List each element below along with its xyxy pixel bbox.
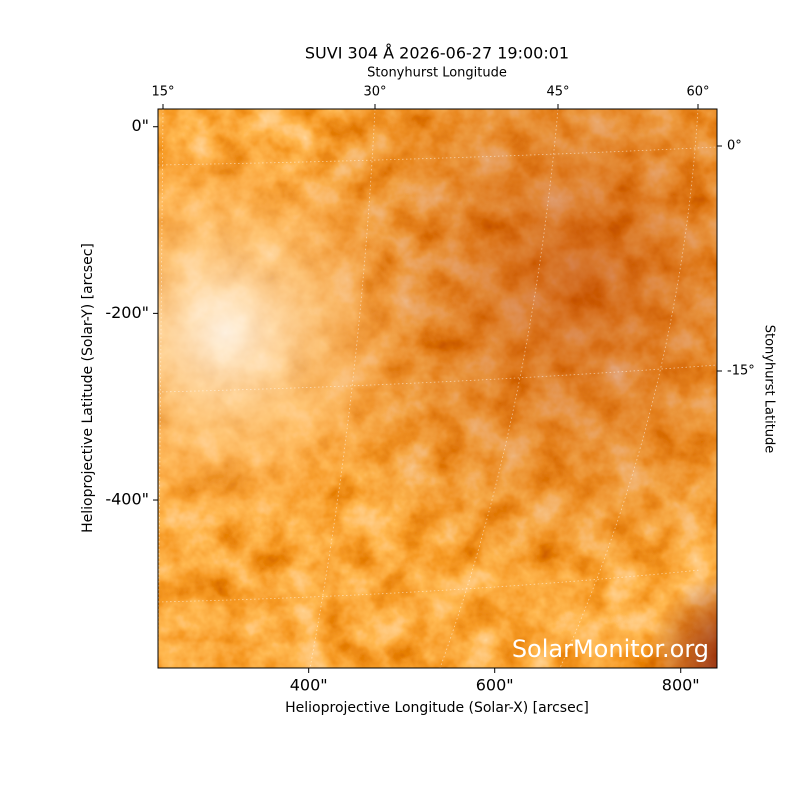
top-tick-label: 30° — [363, 85, 386, 100]
y-tick-label: -400" — [105, 490, 149, 509]
solar-image — [158, 109, 717, 668]
y-tick-label: 0" — [131, 116, 149, 135]
x-tick-label: 600" — [476, 676, 514, 695]
top-tick-label: 45° — [546, 85, 569, 100]
top-axis-label: Stonyhurst Longitude — [367, 66, 507, 81]
coordinate-grid — [158, 109, 717, 668]
right-tick-label: -15° — [727, 364, 755, 379]
top-tick-label: 15° — [151, 85, 174, 100]
top-tick-label: 60° — [686, 85, 709, 100]
x-axis-label: Helioprojective Longitude (Solar-X) [arc… — [285, 700, 589, 716]
right-axis-label: Stonyhurst Latitude — [762, 325, 777, 454]
watermark: SolarMonitor.org — [512, 635, 709, 663]
y-axis-label: Helioprojective Latitude (Solar-Y) [arcs… — [80, 243, 96, 533]
plot-frame — [157, 108, 718, 669]
x-tick-label: 400" — [290, 676, 328, 695]
chart-title: SUVI 304 Å 2026-06-27 19:00:01 — [305, 44, 569, 63]
x-tick-label: 800" — [662, 676, 700, 695]
right-tick-label: 0° — [727, 139, 742, 154]
y-tick-label: -200" — [105, 303, 149, 322]
